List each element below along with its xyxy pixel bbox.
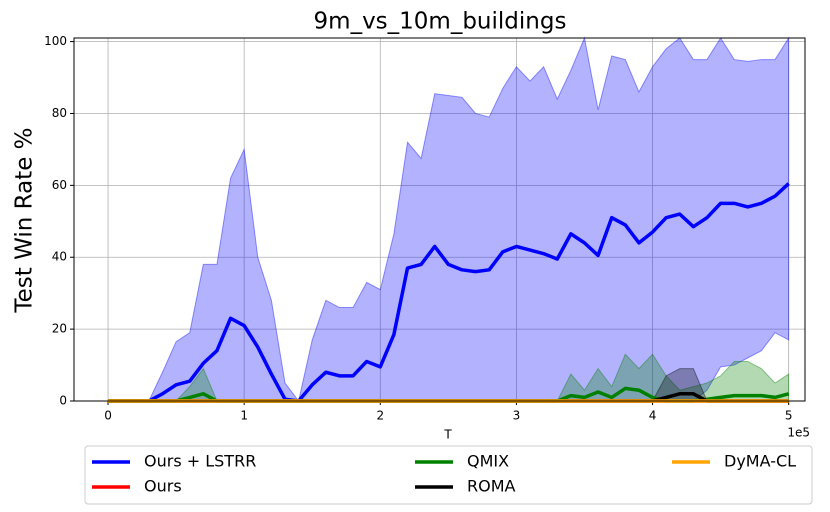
- y-tick-label: 40: [52, 250, 67, 264]
- y-tick-label: 0: [59, 394, 67, 408]
- y-axis-label: Test Win Rate %: [12, 127, 38, 313]
- legend-label: QMIX: [467, 452, 509, 471]
- plot-frame: [73, 37, 806, 402]
- x-tick-label: 2: [376, 409, 384, 423]
- series-line: [108, 182, 790, 403]
- y-tick-label: 80: [52, 106, 67, 120]
- confidence-band: [108, 36, 790, 401]
- x-tick-label: 5: [785, 409, 793, 423]
- legend-box: [84, 445, 813, 505]
- x-tick-label: 1: [240, 409, 248, 423]
- x-tick-label: 3: [513, 409, 521, 423]
- legend-label: ROMA: [467, 477, 516, 496]
- chart-title: 9m_vs_10m_buildings: [314, 9, 567, 35]
- x-offset-label: 1e5: [787, 426, 810, 440]
- legend-label: Ours + LSTRR: [144, 452, 256, 471]
- confidence-band: [108, 353, 790, 401]
- y-tick-label: 100: [44, 34, 67, 48]
- y-tick-label: 60: [52, 178, 67, 192]
- x-axis-label: T: [443, 428, 452, 442]
- legend-label: Ours: [144, 477, 182, 496]
- x-tick-label: 4: [649, 409, 657, 423]
- legend-label: DyMA-CL: [724, 452, 796, 471]
- y-tick-label: 20: [52, 322, 67, 336]
- x-tick-label: 0: [104, 409, 112, 423]
